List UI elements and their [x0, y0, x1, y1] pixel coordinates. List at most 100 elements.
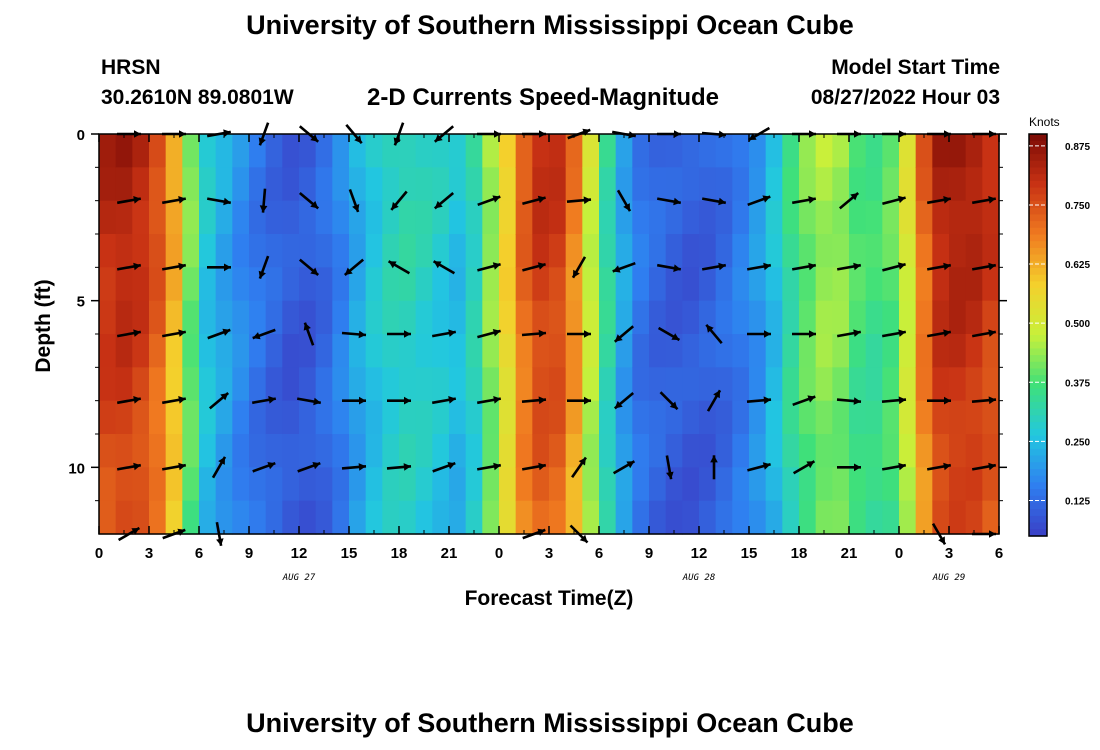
heatmap-cell [365, 267, 383, 302]
current-arrow [659, 391, 679, 411]
heatmap-cell [349, 467, 367, 502]
heatmap-cell [249, 334, 267, 368]
heatmap-cell [849, 167, 867, 202]
heatmap-cell [732, 467, 750, 502]
heatmap-cell [332, 334, 350, 368]
heatmap-cell [315, 300, 333, 335]
x-tick-label: 18 [391, 545, 408, 562]
heatmap-cell [282, 200, 300, 235]
heatmap-cell [299, 267, 317, 302]
current-arrow [432, 260, 456, 275]
heatmap-cell [482, 334, 500, 368]
colorbar-tick-label: 0.125 [1065, 497, 1090, 508]
heatmap-cell [165, 334, 183, 368]
heatmap-cell [982, 167, 1000, 202]
heatmap-cell [99, 200, 117, 235]
heatmap-cell [749, 400, 767, 435]
heatmap-cell [849, 334, 867, 368]
heatmap-cell [349, 300, 367, 335]
heatmap-cell [815, 500, 833, 535]
heatmap-cell [899, 234, 917, 268]
heatmap-cell [632, 167, 650, 202]
heatmap-cell [565, 234, 583, 268]
current-arrow [521, 329, 547, 338]
heatmap-cell [449, 334, 467, 368]
heatmap-cell [465, 300, 483, 335]
heatmap-cell [332, 167, 350, 202]
current-arrow [836, 329, 862, 338]
heatmap-cell [232, 134, 250, 168]
heatmap-cell [449, 200, 467, 235]
heatmap-cell [849, 200, 867, 235]
heatmap-cell [765, 267, 783, 302]
heatmap-cell [449, 500, 467, 535]
current-arrow [926, 329, 952, 338]
heatmap-cell [782, 200, 800, 235]
heatmap-cell [632, 267, 650, 302]
current-arrow [298, 258, 320, 276]
heatmap-cell [765, 367, 783, 402]
heatmap-cell [465, 234, 483, 268]
heatmap-cell [332, 200, 350, 235]
heatmap-cell [132, 334, 150, 368]
heatmap-cell [499, 400, 517, 435]
heatmap-cell [582, 467, 600, 502]
heatmap-cell [365, 134, 383, 168]
heatmap-cell [732, 134, 750, 168]
colorbar-segment [1029, 234, 1047, 242]
heatmap-cell [949, 400, 967, 435]
heatmap-cell [799, 300, 817, 335]
colorbar-segment [1029, 422, 1047, 430]
heatmap-cell [849, 467, 867, 502]
heatmap-cell [282, 400, 300, 435]
heatmap-cell [449, 467, 467, 502]
colorbar-tick-label: 0.375 [1065, 378, 1090, 389]
heatmap-cell [799, 467, 817, 502]
heatmap-cell [182, 467, 200, 502]
current-arrow [656, 197, 682, 206]
heatmap-cell [965, 367, 983, 402]
heatmap-cell [815, 467, 833, 502]
heatmap-cell [465, 434, 483, 468]
heatmap-cell [749, 367, 767, 402]
heatmap-cell [549, 500, 567, 535]
heatmap-cell [199, 400, 217, 435]
heatmap-cell [399, 500, 417, 535]
heatmap-cell [482, 134, 500, 168]
heatmap-cell [615, 234, 633, 268]
heatmap-cell [815, 367, 833, 402]
heatmap-cell [315, 367, 333, 402]
heatmap-cell [232, 367, 250, 402]
date-label: AUG 27 [282, 573, 316, 583]
colorbar-segment [1029, 147, 1047, 155]
heatmap-cell [632, 234, 650, 268]
heatmap-cell [399, 300, 417, 335]
colorbar-segment [1029, 381, 1047, 390]
heatmap-cell [432, 500, 450, 535]
heatmap-cell [532, 167, 550, 202]
current-arrow [926, 262, 952, 271]
colorbar-segment [1029, 227, 1047, 236]
current-arrow [477, 262, 501, 272]
heatmap-cell [699, 400, 717, 435]
heatmap-cell [115, 434, 133, 468]
current-arrow [431, 329, 457, 338]
current-arrow [926, 196, 952, 205]
heatmap-cell [882, 200, 900, 235]
heatmap-cell [115, 367, 133, 402]
heatmap-cell [315, 467, 333, 502]
current-arrow [747, 195, 771, 207]
heatmap-cell [915, 200, 933, 235]
current-arrow [701, 262, 727, 271]
heatmap-cell [515, 467, 533, 502]
chart-title: University of Southern Mississippi Ocean… [246, 10, 854, 40]
colorbar-segment [1029, 375, 1047, 383]
current-arrow [161, 262, 187, 271]
heatmap-cell [799, 200, 817, 235]
heatmap-cell [382, 434, 400, 468]
current-arrow [746, 262, 772, 271]
heatmap-cell [299, 367, 317, 402]
heatmap-cell [432, 267, 450, 302]
colorbar-segment [1029, 268, 1047, 276]
heatmap-cell [232, 234, 250, 268]
